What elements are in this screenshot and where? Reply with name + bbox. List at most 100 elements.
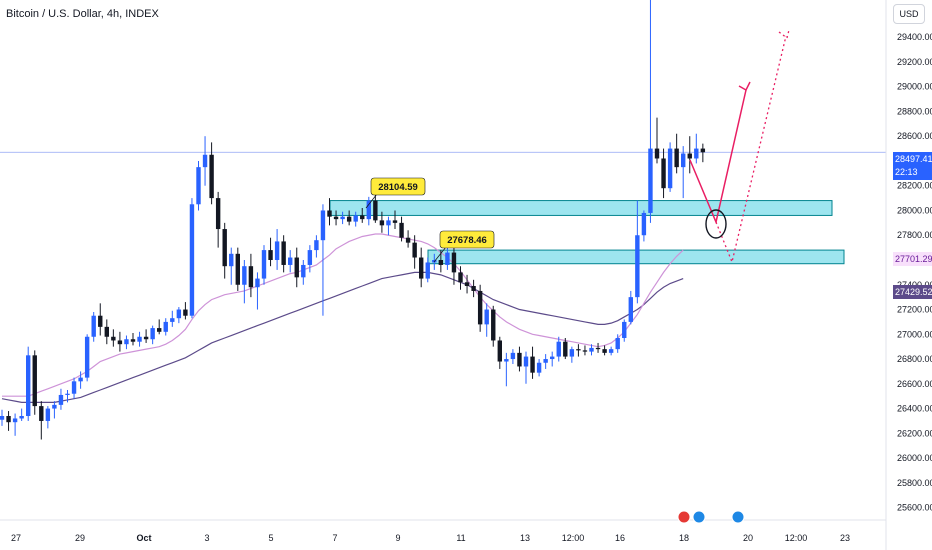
event-icon bbox=[677, 510, 691, 524]
moving-averages bbox=[1, 233, 684, 403]
ma-slow-value: 27429.52 bbox=[895, 287, 932, 297]
zones bbox=[329, 200, 845, 265]
event-icon bbox=[692, 510, 706, 524]
x-tick-label: 16 bbox=[615, 533, 625, 543]
ma-slow-line bbox=[1, 271, 684, 403]
label-low-box bbox=[439, 230, 495, 249]
candle-body bbox=[615, 338, 620, 350]
candle-body bbox=[464, 282, 470, 286]
candle-body bbox=[26, 355, 31, 416]
candle-body bbox=[353, 215, 358, 222]
zone-box bbox=[329, 200, 833, 216]
y-tick-label: 29400.00 bbox=[897, 32, 932, 42]
candle-body bbox=[543, 359, 548, 363]
candle-body bbox=[484, 309, 489, 325]
candle-body bbox=[510, 352, 516, 360]
candle-body bbox=[399, 222, 404, 238]
y-tick-label: 26400.00 bbox=[897, 404, 932, 414]
candle-body bbox=[45, 408, 51, 421]
candle-body bbox=[111, 336, 116, 341]
candle-body bbox=[641, 212, 647, 236]
retest-circle bbox=[705, 209, 727, 239]
x-tick-label: 9 bbox=[395, 533, 400, 543]
x-tick-label: 20 bbox=[743, 533, 753, 543]
candle-body bbox=[157, 328, 162, 332]
y-tick-label: 28800.00 bbox=[897, 106, 932, 116]
candle-body bbox=[536, 362, 542, 373]
ma-slow-tag: 27429.52 bbox=[893, 285, 932, 299]
candle-body bbox=[235, 253, 240, 285]
last-price-tag: 28497.41 22:13 bbox=[893, 152, 932, 180]
y-tick-label: 27400.00 bbox=[897, 280, 932, 290]
x-tick-label: 12:00 bbox=[785, 533, 808, 543]
candle-body bbox=[445, 252, 450, 265]
candle-countdown: 22:13 bbox=[895, 167, 918, 177]
candle-body bbox=[412, 242, 417, 258]
candle-body bbox=[261, 250, 267, 279]
candle-body bbox=[209, 154, 214, 199]
label-high-pointer bbox=[365, 193, 378, 209]
label-low-pointer bbox=[433, 246, 447, 263]
candle-body bbox=[104, 326, 109, 337]
candle-body bbox=[281, 241, 286, 265]
candle-body bbox=[373, 200, 378, 221]
candle-body bbox=[694, 148, 699, 159]
candle-body bbox=[379, 220, 385, 226]
label-high-box bbox=[370, 177, 426, 196]
candle-body bbox=[333, 216, 339, 220]
candle-body bbox=[563, 341, 568, 357]
y-tick-label: 29200.00 bbox=[897, 57, 932, 67]
candle-body bbox=[458, 272, 463, 283]
candle-body bbox=[255, 278, 260, 288]
y-tick-label: 25600.00 bbox=[897, 503, 932, 513]
candle-body bbox=[366, 200, 371, 220]
candle-body bbox=[183, 309, 188, 316]
candle-body bbox=[71, 381, 77, 394]
candle-body bbox=[196, 167, 201, 205]
candle-body bbox=[471, 286, 476, 291]
label-low-text: 27678.46 bbox=[447, 235, 487, 246]
y-tick-label: 28000.00 bbox=[897, 205, 932, 215]
candle-body bbox=[667, 148, 673, 189]
candle-body bbox=[176, 309, 182, 319]
candle-body bbox=[52, 404, 57, 409]
candle-body bbox=[137, 336, 142, 342]
candle-body bbox=[491, 309, 496, 341]
candle-body bbox=[681, 153, 686, 168]
x-tick-label: 12:00 bbox=[562, 533, 585, 543]
candle-body bbox=[301, 264, 306, 278]
candle-body bbox=[58, 394, 64, 405]
y-tick-label: 27200.00 bbox=[897, 305, 932, 315]
candle-body bbox=[130, 339, 136, 342]
candle-body bbox=[12, 418, 18, 423]
label-high-text: 28104.59 bbox=[378, 182, 418, 193]
candle-body bbox=[405, 237, 411, 243]
x-tick-label: 29 bbox=[75, 533, 85, 543]
candle-body bbox=[215, 198, 221, 230]
projection-path bbox=[689, 29, 790, 265]
candle-body bbox=[222, 229, 227, 267]
candles bbox=[0, 0, 706, 440]
candle-body bbox=[274, 241, 280, 260]
chart-title: Bitcoin / U.S. Dollar, 4h, INDEX bbox=[6, 8, 159, 20]
candle-body bbox=[661, 158, 666, 189]
currency-button[interactable]: USD bbox=[893, 4, 925, 24]
candle-body bbox=[700, 148, 706, 153]
candle-body bbox=[504, 359, 509, 362]
candle-body bbox=[569, 349, 575, 357]
candle-body bbox=[294, 257, 299, 278]
projection-arrow-head bbox=[738, 81, 751, 92]
x-tick-label: 7 bbox=[332, 533, 337, 543]
candle-body bbox=[117, 340, 123, 345]
x-tick-label: 23 bbox=[840, 533, 850, 543]
y-tick-label: 25800.00 bbox=[897, 478, 932, 488]
candle-body bbox=[320, 210, 326, 241]
candle-body bbox=[530, 356, 535, 373]
x-tick-label: 3 bbox=[204, 533, 209, 543]
candle-body bbox=[602, 349, 607, 353]
candle-body bbox=[517, 352, 522, 367]
y-tick-label: 26000.00 bbox=[897, 453, 932, 463]
candle-body bbox=[170, 318, 175, 322]
